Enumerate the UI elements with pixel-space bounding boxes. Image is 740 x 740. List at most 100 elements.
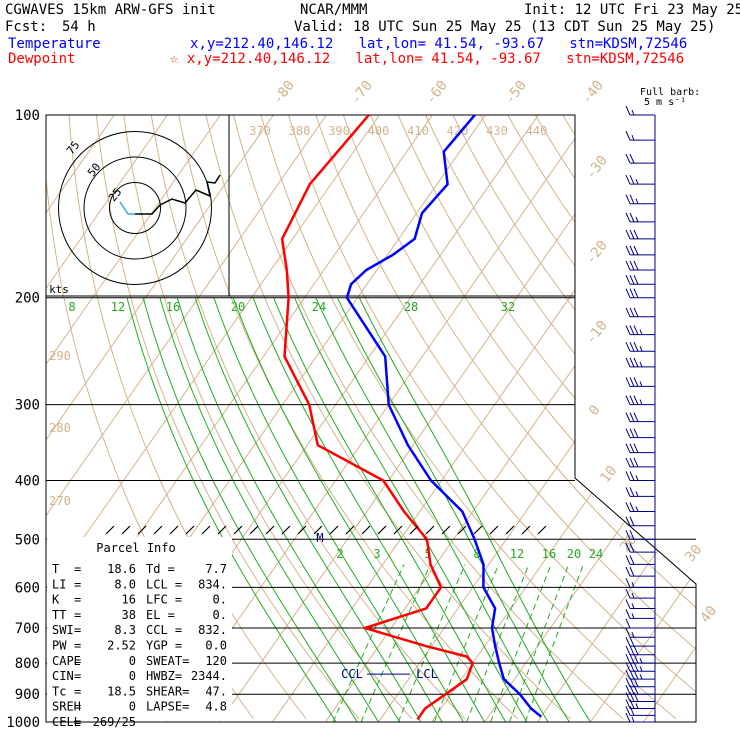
barb-half bbox=[635, 475, 639, 481]
mixing-ratio-label: 12 bbox=[510, 547, 524, 561]
frame-outline bbox=[45, 114, 697, 723]
dry-adiabat bbox=[233, 115, 624, 720]
parcel-key: CAPE bbox=[52, 654, 81, 668]
parcel-eq: = bbox=[74, 669, 81, 683]
stability-tick bbox=[217, 525, 227, 535]
barb-flag bbox=[625, 212, 631, 223]
isotherm-label: -30 bbox=[583, 153, 611, 183]
parcel-eq: = bbox=[74, 654, 81, 668]
wind-barb bbox=[625, 692, 655, 702]
wind-barb bbox=[625, 685, 655, 695]
parcel-key: CELL bbox=[52, 715, 81, 729]
barb-flag bbox=[625, 245, 631, 256]
stability-tick bbox=[137, 525, 147, 535]
barb-half bbox=[635, 198, 639, 204]
wind-barb bbox=[625, 153, 655, 164]
parcel-eq: = bbox=[74, 593, 81, 607]
wind-barb bbox=[625, 712, 655, 723]
barb-flag bbox=[625, 706, 631, 716]
isotherm-line bbox=[272, 115, 696, 722]
hodo-ring bbox=[109, 182, 161, 234]
isotherm-label: -80 bbox=[270, 78, 298, 108]
barb-flag bbox=[625, 677, 631, 688]
wind-barb bbox=[625, 636, 655, 647]
parcel-info-box: Parcel Info T = 18.6 Td = 7.7 LI = 8.0 LCL = 834. K… bbox=[47, 537, 232, 729]
barb-half bbox=[635, 491, 639, 497]
parcel-key2: LFC = bbox=[146, 593, 182, 607]
parcel-value: 18.6 bbox=[107, 562, 136, 576]
barb-half bbox=[631, 603, 635, 609]
hodo-ring-label: 75 bbox=[64, 139, 82, 157]
parcel-value2: 0. bbox=[213, 608, 227, 622]
stability-tick bbox=[393, 525, 403, 535]
barb-flag bbox=[629, 516, 635, 526]
isotherm-label: -50 bbox=[502, 78, 530, 108]
isotherm-line bbox=[484, 115, 696, 722]
wind-barb bbox=[625, 443, 655, 454]
barb-half bbox=[635, 216, 639, 223]
plot-frame bbox=[45, 114, 697, 723]
barb-flag bbox=[625, 174, 631, 185]
barb-flag bbox=[629, 357, 635, 368]
parcel-key2: EL = bbox=[146, 608, 175, 622]
wind-barb bbox=[625, 105, 655, 116]
moist-adiabat-label: 32 bbox=[501, 300, 515, 314]
parcel-key2: YGP = bbox=[146, 639, 182, 653]
stability-tick bbox=[521, 525, 531, 535]
barb-flag bbox=[629, 677, 635, 688]
barb-half bbox=[639, 329, 643, 335]
dry-adiabat bbox=[480, 115, 696, 720]
header: CGWAVES 15km ARW-GFS init NCAR/MMM Init:… bbox=[0, 0, 740, 70]
moist-adiabat bbox=[232, 297, 464, 722]
wind-barb bbox=[625, 260, 655, 271]
barb-half bbox=[635, 703, 639, 709]
barb-flag bbox=[625, 555, 631, 565]
isotherm-label: -60 bbox=[423, 78, 451, 108]
barb-flag bbox=[625, 645, 631, 656]
parcel-eq: = bbox=[74, 700, 81, 714]
barb-flag bbox=[633, 377, 639, 387]
barb-flag bbox=[633, 275, 639, 285]
wind-barb bbox=[625, 194, 655, 205]
wind-barb bbox=[625, 471, 655, 481]
isotherm-label: -10 bbox=[583, 318, 611, 348]
parcel-key: T bbox=[52, 562, 59, 576]
barb-flag bbox=[625, 105, 631, 116]
barb-half bbox=[635, 178, 639, 185]
parcel-value2: 4.8 bbox=[205, 700, 227, 714]
stability-tick bbox=[473, 525, 483, 535]
theta-label: 400 bbox=[368, 124, 390, 138]
parcel-key: PW bbox=[52, 639, 67, 653]
theta-label: 280 bbox=[49, 421, 71, 435]
parcel-value: 16 bbox=[122, 593, 136, 607]
moist-adiabat-label: 28 bbox=[404, 300, 418, 314]
dry-adiabat bbox=[205, 115, 571, 720]
parcel-key2: SHEAR= bbox=[146, 684, 189, 698]
barb-flag bbox=[633, 260, 639, 271]
parcel-key: SREH bbox=[52, 700, 81, 714]
stability-tick bbox=[505, 525, 515, 535]
parcel-value: 8.3 bbox=[114, 623, 136, 637]
parcel-value: 38 bbox=[122, 608, 136, 622]
barb-note-1: Full barb: bbox=[640, 87, 700, 98]
barb-flag bbox=[625, 609, 631, 619]
barb-flag bbox=[629, 307, 635, 317]
moist-adiabat-label: 12 bbox=[111, 300, 125, 314]
wind-barb bbox=[625, 502, 655, 512]
barb-half bbox=[639, 361, 643, 368]
parcel-key2: LCL = bbox=[146, 577, 182, 591]
isotherm-line bbox=[537, 115, 696, 722]
barb-flag bbox=[629, 377, 635, 387]
barb-flag bbox=[625, 712, 631, 723]
parcel-key: Tc bbox=[52, 684, 66, 698]
barb-flag bbox=[625, 662, 631, 672]
wind-barb bbox=[625, 395, 655, 406]
hodo-low-trace bbox=[119, 201, 135, 215]
barb-flag bbox=[629, 457, 635, 468]
barb-flag bbox=[629, 542, 635, 553]
barb-flag bbox=[625, 428, 631, 438]
barb-half bbox=[639, 381, 643, 387]
barb-flag bbox=[629, 342, 635, 352]
stability-tick bbox=[185, 525, 195, 535]
